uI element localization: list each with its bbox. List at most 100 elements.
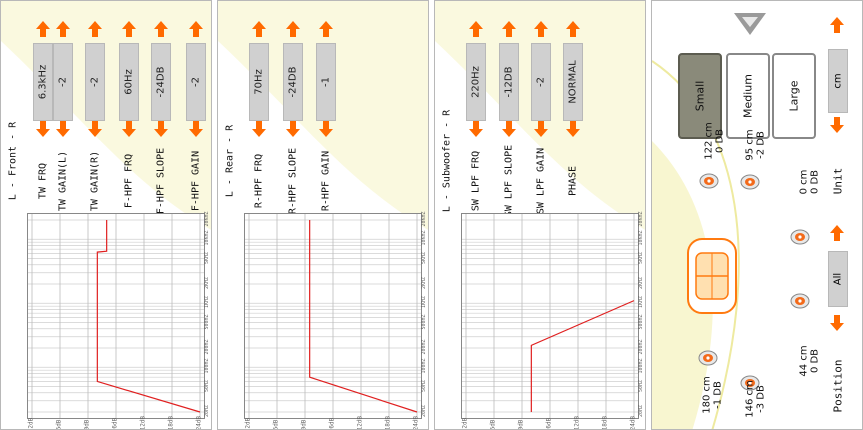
- label-sw-lpf-gain: SW LPF GAIN: [535, 147, 547, 215]
- speaker-rl-distance: 122 cm: [703, 122, 715, 160]
- front-title: L - Front - R: [7, 121, 19, 201]
- decrease-sw-lpf-frq-icon[interactable]: [468, 120, 484, 138]
- increase-tw-gain-l--icon[interactable]: [55, 20, 71, 38]
- decrease-r-hpf-gain-icon[interactable]: [318, 120, 334, 138]
- label-tw-gain-l-: TW GAIN(L): [57, 150, 69, 212]
- db-tick-label: -18dB: [167, 415, 175, 430]
- db-tick-label: -18dB: [384, 415, 392, 430]
- size-small-button[interactable]: Small: [678, 53, 722, 139]
- speaker-fr-gain: -3 DB: [755, 385, 767, 413]
- decrease-r-hpf-slope-icon[interactable]: [285, 120, 301, 138]
- increase-f-hpf-frq-icon[interactable]: [121, 20, 137, 38]
- db-tick-label: -12dB: [573, 415, 581, 430]
- db-tick-label: -24dB: [629, 415, 637, 430]
- freq-tick-label: 1KHZ: [421, 296, 427, 309]
- decrease-f-hpf-frq-icon[interactable]: [121, 120, 137, 138]
- freq-tick-label: 10KHZ: [638, 230, 644, 246]
- position-value: All: [828, 251, 848, 307]
- speaker-sub_l-distance: 44 cm: [798, 345, 810, 377]
- speaker-sub-left-icon[interactable]: [790, 291, 810, 311]
- increase-r-hpf-frq-icon[interactable]: [251, 20, 267, 38]
- speaker-fl-distance: 180 cm: [701, 376, 713, 414]
- decrease-f-hpf-gain-icon[interactable]: [188, 120, 204, 138]
- increase-sw-lpf-gain-icon[interactable]: [533, 20, 549, 38]
- size-large-button[interactable]: Large: [772, 53, 816, 139]
- decrease-tw-gain-l--icon[interactable]: [55, 120, 71, 138]
- label-tw-gain-r-: TW GAIN(R): [89, 150, 101, 212]
- increase-f-hpf-slope-icon[interactable]: [153, 20, 169, 38]
- db-tick-label: -6dB: [545, 417, 553, 430]
- freq-tick-label: 5KHZ: [421, 251, 427, 264]
- decrease-r-hpf-frq-icon[interactable]: [251, 120, 267, 138]
- speaker-sub_r-distance: 0 cm: [798, 169, 810, 195]
- size-medium-button[interactable]: Medium: [726, 53, 770, 139]
- value-r-hpf-gain: -1: [316, 43, 336, 121]
- value-tw-gain-l-: -2: [53, 43, 73, 121]
- value-f-hpf-slope: -24DB: [151, 43, 171, 121]
- increase-phase-icon[interactable]: [565, 20, 581, 38]
- freq-tick-label: 100HZ: [204, 358, 210, 374]
- increase-tw-frq-icon[interactable]: [35, 20, 51, 38]
- increase-tw-gain-r--icon[interactable]: [87, 20, 103, 38]
- decrease-tw-frq-icon[interactable]: [35, 120, 51, 138]
- freq-tick-label: 5KHZ: [204, 251, 210, 264]
- decrease-sw-lpf-gain-icon[interactable]: [533, 120, 549, 138]
- db-tick-label: -18dB: [601, 415, 609, 430]
- decrease-phase-icon[interactable]: [565, 120, 581, 138]
- db-tick-label: -24dB: [412, 415, 420, 430]
- speaker-front-left-icon[interactable]: [698, 348, 718, 368]
- freq-tick-label: 100HZ: [638, 358, 644, 374]
- increase-r-hpf-gain-icon[interactable]: [318, 20, 334, 38]
- value-sw-lpf-slope: -12DB: [499, 43, 519, 121]
- decrease-tw-gain-r--icon[interactable]: [87, 120, 103, 138]
- front-response-curve: [96, 220, 201, 413]
- decrease-f-hpf-slope-icon[interactable]: [153, 120, 169, 138]
- freq-tick-label: 20KHZ: [638, 211, 644, 227]
- freq-tick-label: 50HZ: [638, 379, 644, 392]
- db-tick-label: 6dB: [489, 419, 497, 430]
- db-tick-label: 0dB: [517, 419, 525, 430]
- sub-panel: L - Subwoofer - R SW LPF FRQ 220Hz SW LPF S…: [434, 0, 646, 430]
- increase-sw-lpf-frq-icon[interactable]: [468, 20, 484, 38]
- collapse-triangle-icon[interactable]: [730, 7, 770, 37]
- size-large-label: Large: [787, 80, 801, 112]
- db-tick-label: 0dB: [300, 419, 308, 430]
- label-r-hpf-gain: R-HPF GAIN: [320, 150, 332, 212]
- position-decrease-icon[interactable]: [829, 314, 845, 332]
- sub-eq-graph: [461, 213, 639, 419]
- speaker-rl-gain: 0 DB: [714, 128, 726, 154]
- freq-tick-label: 50HZ: [204, 379, 210, 392]
- speaker-rear-right-icon[interactable]: [740, 172, 760, 192]
- unit-increase-icon[interactable]: [829, 16, 845, 34]
- value-r-hpf-frq: 70Hz: [249, 43, 269, 121]
- value-phase: NORMAL: [563, 43, 583, 121]
- db-tick-label: 0dB: [83, 419, 91, 430]
- rear-graph-svg: [245, 214, 421, 418]
- value-text: 70Hz: [253, 69, 265, 95]
- size-small-label: Small: [693, 80, 707, 112]
- label-f-hpf-slope: F-HPF SLOPE: [155, 147, 167, 215]
- increase-f-hpf-gain-icon[interactable]: [188, 20, 204, 38]
- db-tick-label: -12dB: [356, 415, 364, 430]
- label-sw-lpf-slope: SW LPF SLOPE: [503, 144, 515, 218]
- speaker-sub-right-icon[interactable]: [790, 227, 810, 247]
- freq-tick-label: 500HZ: [204, 314, 210, 330]
- unit-decrease-icon[interactable]: [829, 116, 845, 134]
- value-text: 60Hz: [123, 69, 135, 95]
- label-phase: PHASE: [567, 165, 579, 197]
- decrease-sw-lpf-slope-icon[interactable]: [501, 120, 517, 138]
- freq-tick-label: 1KHZ: [638, 296, 644, 309]
- freq-tick-label: 50HZ: [421, 379, 427, 392]
- value-text: NORMAL: [567, 60, 579, 104]
- db-tick-label: 6dB: [272, 419, 280, 430]
- speaker-front-right-icon[interactable]: [740, 373, 760, 393]
- increase-sw-lpf-slope-icon[interactable]: [501, 20, 517, 38]
- value-text: -1: [320, 77, 332, 87]
- freq-tick-label: 2KHZ: [204, 276, 210, 290]
- freq-tick-label: 2KHZ: [638, 276, 644, 290]
- position-increase-icon[interactable]: [829, 224, 845, 242]
- increase-r-hpf-slope-icon[interactable]: [285, 20, 301, 38]
- speaker-rear-left-icon[interactable]: [699, 171, 719, 191]
- value-text: -2: [190, 77, 202, 87]
- sub-response-curve: [530, 300, 635, 412]
